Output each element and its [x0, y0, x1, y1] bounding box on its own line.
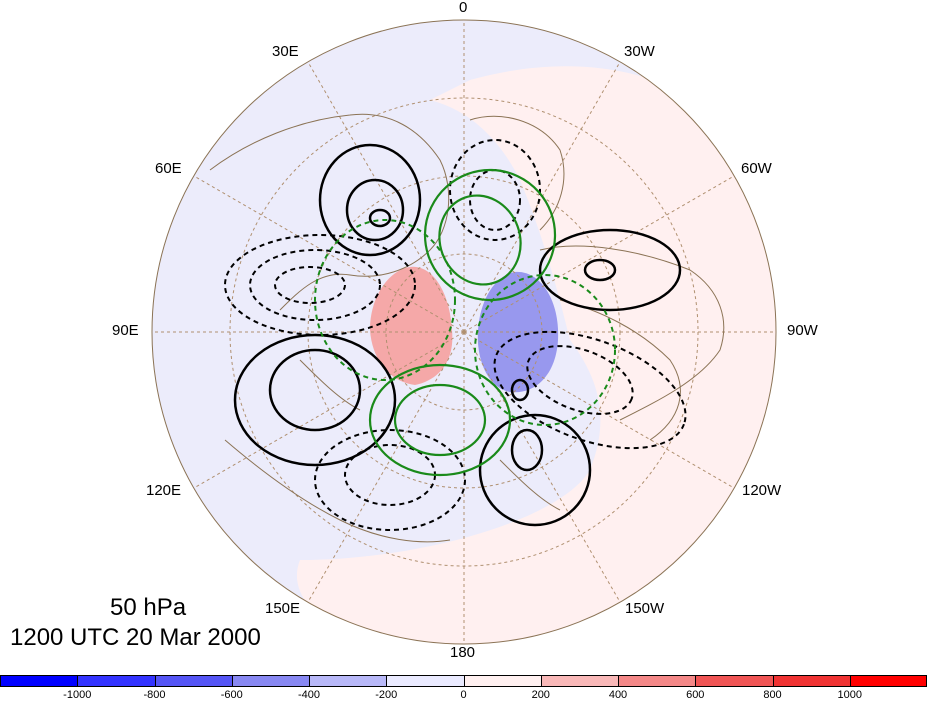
polar-map: [151, 19, 777, 645]
colorbar-label: 400: [608, 689, 628, 701]
colorbar-box: [77, 675, 155, 687]
colorbar-box: [231, 675, 309, 687]
lon-label-180: 180: [450, 644, 476, 661]
colorbar-box: [309, 675, 387, 687]
lon-label-60e: 60E: [155, 160, 182, 177]
colorbar-box: [849, 675, 927, 687]
colorbar-label: -200: [375, 689, 398, 701]
lon-label-150w: 150W: [625, 600, 665, 617]
title-datetime: 1200 UTC 20 Mar 2000: [10, 624, 261, 651]
colorbar-box: [386, 675, 464, 687]
shading-positive-core: [370, 266, 453, 385]
colorbar-label: 800: [763, 689, 782, 701]
colorbar-label: -400: [297, 689, 321, 701]
colorbar-label: -600: [220, 689, 243, 701]
lon-label-60w: 60W: [741, 160, 772, 177]
contours-green-dashed: [314, 219, 616, 426]
shading-negative-core: [477, 271, 559, 393]
lon-label-30w: 30W: [624, 43, 655, 60]
colorbar-label: 1000: [837, 689, 862, 701]
lon-label-90e: 90E: [112, 322, 139, 339]
colorbar-label: -800: [143, 689, 166, 701]
colorbar-box: [463, 675, 541, 687]
lon-label-90w: 90W: [787, 322, 818, 339]
title-level: 50 hPa: [110, 594, 187, 621]
shading-positive-region: [296, 66, 776, 644]
lon-label-120w: 120W: [742, 482, 782, 499]
colorbar-box: [695, 675, 773, 687]
contours-solid-positive: [233, 143, 682, 527]
colorbar-box: [154, 675, 232, 687]
lon-label-120e: 120E: [146, 482, 182, 499]
colorbar-label: 0: [460, 689, 467, 701]
colorbar-box: [540, 675, 618, 687]
colorbar-box: [772, 675, 850, 687]
colorbar-box: [618, 675, 696, 687]
colorbar-label: 600: [686, 689, 705, 701]
colorbar-label: 200: [531, 689, 550, 701]
colorbar-label: -1000: [63, 689, 92, 701]
lon-label-0: 0: [459, 0, 468, 16]
map-boundary: [151, 19, 777, 645]
colorbar: -1000 -800 -600 -400 -200 0 200 400 600 800 1000: [0, 675, 928, 702]
coastlines: [209, 113, 725, 543]
colorbar-frame: [0, 675, 927, 687]
lon-label-150e: 150E: [265, 600, 301, 617]
lon-label-30e: 30E: [272, 43, 299, 60]
contours-green: [368, 168, 557, 477]
